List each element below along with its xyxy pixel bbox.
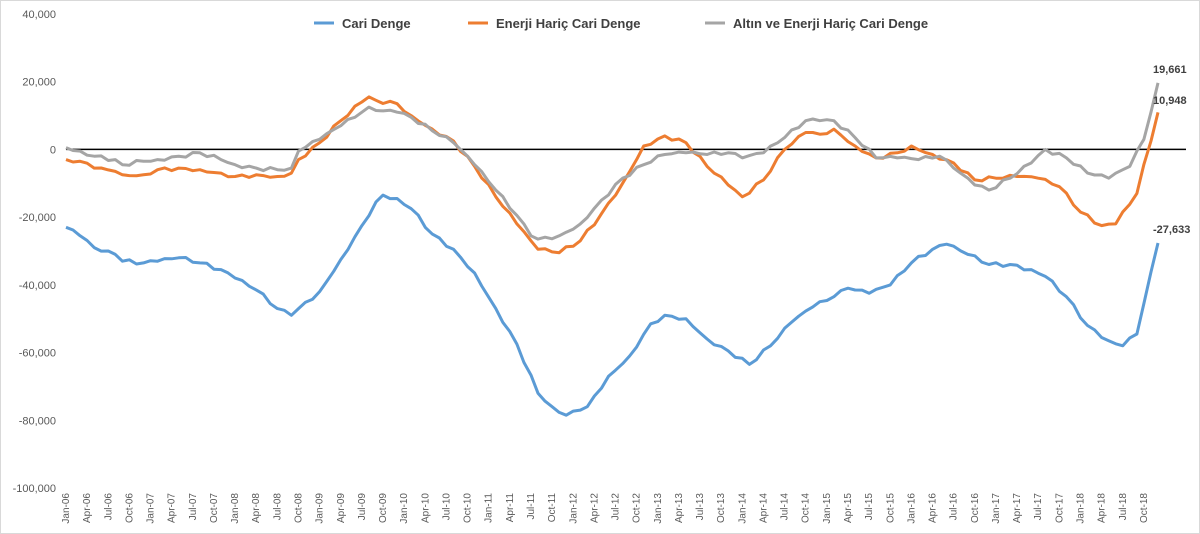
x-axis: Jan-06 Apr-06 Jul-06 Oct-06 Jan-07 Apr-07 Jul-… xyxy=(61,493,1150,524)
x-tick-label: Oct-13 xyxy=(716,493,727,523)
x-tick-label: Oct-11 xyxy=(547,493,558,523)
x-tick-label: Apr-14 xyxy=(758,493,769,523)
x-tick-label: Jan-10 xyxy=(399,493,410,524)
x-tick-label: Jul-08 xyxy=(272,493,283,521)
x-tick-label: Jan-07 xyxy=(146,493,157,524)
series-line-enerji-hari-cari-denge xyxy=(65,95,1160,255)
x-tick-label: Oct-10 xyxy=(463,493,474,523)
x-tick-label: Oct-16 xyxy=(970,493,981,523)
x-tick-label: Jan-06 xyxy=(61,493,72,524)
x-tick-label: Apr-10 xyxy=(420,493,431,523)
x-tick-label: Oct-14 xyxy=(801,493,812,523)
x-tick-label: Jul-07 xyxy=(188,493,199,521)
end-label-altin-enerji-haric: 19,661 xyxy=(1153,64,1187,76)
x-tick-label: Jul-16 xyxy=(949,493,960,521)
end-labels: 19,661 10,948 -27,633 xyxy=(1153,64,1190,236)
x-tick-label: Jan-13 xyxy=(653,493,664,524)
x-tick-label: Apr-06 xyxy=(82,493,93,523)
x-tick-label: Apr-07 xyxy=(167,493,178,523)
x-tick-label: Oct-09 xyxy=(378,493,389,523)
x-tick-label: Oct-15 xyxy=(885,493,896,523)
x-tick-label: Apr-16 xyxy=(928,493,939,523)
legend-label-enerji-haric: Enerji Hariç Cari Denge xyxy=(496,16,641,31)
y-tick-label: 40,000 xyxy=(22,9,56,21)
x-tick-label: Apr-13 xyxy=(674,493,685,523)
x-tick-label: Jul-14 xyxy=(780,493,791,521)
x-tick-label: Oct-06 xyxy=(124,493,135,523)
x-tick-label: Jan-15 xyxy=(822,493,833,524)
x-tick-label: Jan-12 xyxy=(568,493,579,524)
y-tick-label: 0 xyxy=(50,144,56,156)
legend-label-altin-enerji-haric: Altın ve Enerji Hariç Cari Denge xyxy=(733,16,928,31)
x-tick-label: Jul-18 xyxy=(1118,493,1129,521)
x-tick-label: Jul-10 xyxy=(441,493,452,521)
x-tick-label: Jul-13 xyxy=(695,493,706,521)
x-tick-label: Jan-09 xyxy=(315,493,326,524)
x-tick-label: Jan-18 xyxy=(1076,493,1087,524)
x-tick-label: Jul-06 xyxy=(103,493,114,521)
x-tick-label: Apr-08 xyxy=(251,493,262,523)
x-tick-label: Apr-17 xyxy=(1012,493,1023,523)
x-tick-label: Jul-12 xyxy=(611,493,622,521)
x-tick-label: Jan-17 xyxy=(991,493,1002,524)
y-tick-label: -40,000 xyxy=(19,280,56,292)
x-tick-label: Apr-12 xyxy=(589,493,600,523)
legend-label-cari-denge: Cari Denge xyxy=(342,16,411,31)
x-tick-label: Jan-14 xyxy=(737,493,748,524)
y-tick-label: -100,000 xyxy=(13,483,56,495)
x-tick-label: Jan-11 xyxy=(484,493,495,523)
x-tick-label: Jan-16 xyxy=(906,493,917,524)
end-label-enerji-haric: 10,948 xyxy=(1153,95,1187,107)
x-tick-label: Jul-15 xyxy=(864,493,875,521)
x-tick-label: Jul-09 xyxy=(357,493,368,521)
x-tick-label: Apr-18 xyxy=(1097,493,1108,523)
x-tick-label: Apr-11 xyxy=(505,493,516,523)
legend: Cari Denge Enerji Hariç Cari Denge Altın… xyxy=(314,16,928,31)
y-tick-label: -60,000 xyxy=(19,348,56,360)
x-tick-label: Oct-08 xyxy=(293,493,304,523)
x-tick-label: Apr-15 xyxy=(843,493,854,523)
y-tick-label: 20,000 xyxy=(22,77,56,89)
series-line-alt-n-ve-enerji-hari-cari-denge xyxy=(65,82,1160,241)
x-tick-label: Jan-08 xyxy=(230,493,241,524)
x-tick-label: Oct-17 xyxy=(1054,493,1065,523)
x-tick-label: Oct-07 xyxy=(209,493,220,523)
series-layer xyxy=(65,82,1160,417)
end-label-cari-denge: -27,633 xyxy=(1153,224,1190,236)
series-line-cari-denge xyxy=(65,193,1160,417)
x-tick-label: Oct-12 xyxy=(632,493,643,523)
y-tick-label: -20,000 xyxy=(19,212,56,224)
x-tick-label: Oct-18 xyxy=(1139,493,1150,523)
x-tick-label: Jul-11 xyxy=(526,493,537,520)
x-tick-label: Apr-09 xyxy=(336,493,347,523)
y-axis: 40,000 20,000 0 -20,000 -40,000 -60,000 -80,00… xyxy=(13,9,56,495)
x-tick-label: Jul-17 xyxy=(1033,493,1044,521)
y-tick-label: -80,000 xyxy=(19,415,56,427)
